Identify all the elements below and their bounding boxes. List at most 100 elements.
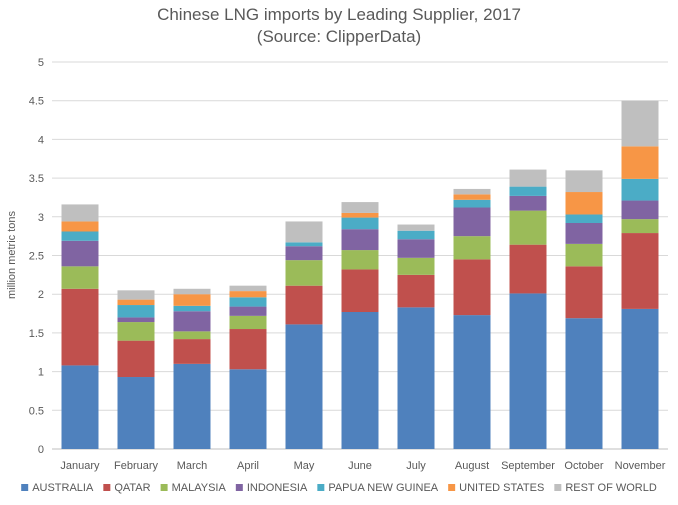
legend-label: QATAR — [114, 482, 150, 494]
bar-segment — [565, 266, 603, 319]
legend-label: AUSTRALIA — [32, 482, 94, 494]
legend-label: INDONESIA — [247, 482, 308, 494]
bar-segment — [621, 100, 659, 147]
bar-segment — [565, 318, 603, 449]
bar-stack — [117, 290, 155, 449]
bar-segment — [285, 285, 323, 325]
bar-segment — [61, 266, 99, 289]
bar-segment — [285, 242, 323, 247]
bar-segment — [453, 236, 491, 260]
bar-segment — [509, 186, 547, 196]
legend-label: UNITED STATES — [459, 482, 544, 494]
y-tick-label: 4.5 — [29, 96, 44, 108]
legend-swatch — [235, 484, 243, 491]
bar-segment — [173, 339, 211, 364]
y-tick-label: 1.5 — [29, 328, 44, 340]
bar-segment — [565, 243, 603, 267]
bar-segment — [509, 169, 547, 187]
bar-segment — [117, 305, 155, 318]
bar-segment — [229, 297, 267, 307]
y-tick-label: 1 — [38, 367, 44, 379]
bar-segment — [397, 230, 435, 240]
bar-segment — [173, 363, 211, 449]
bar-segment — [621, 200, 659, 220]
bar-segment — [453, 315, 491, 449]
legend-swatch — [554, 484, 562, 491]
bar-segment — [397, 274, 435, 308]
y-tick-label: 0.5 — [29, 405, 44, 417]
bar-stack — [509, 169, 547, 449]
bar-stack — [621, 100, 659, 449]
y-tick-label: 4 — [38, 134, 44, 146]
bar-segment — [565, 170, 603, 193]
y-tick-label: 2 — [38, 289, 44, 301]
bar-segment — [61, 240, 99, 267]
bar-segment — [117, 340, 155, 378]
bar-segment — [621, 233, 659, 309]
bar-segment — [117, 290, 155, 300]
bar-segment — [61, 204, 99, 222]
bar-stack — [285, 221, 323, 449]
bar-segment — [341, 250, 379, 270]
x-tick-label: November — [615, 460, 666, 472]
y-axis-title: million metric tons — [6, 210, 18, 299]
bar-segment — [285, 324, 323, 449]
x-axis-ticks: January February March April May June July Augu… — [60, 460, 665, 472]
x-tick-label: June — [348, 460, 372, 472]
bar-segment — [341, 202, 379, 213]
y-tick-label: 5 — [38, 57, 44, 69]
bar-segment — [397, 307, 435, 449]
bar-stack — [397, 224, 435, 449]
bar-stack — [173, 288, 211, 449]
bar-segment — [117, 377, 155, 449]
x-tick-label: January — [60, 460, 100, 472]
bar-stack — [229, 285, 267, 449]
bar-segment — [453, 188, 491, 195]
x-tick-label: May — [294, 460, 315, 472]
legend-label: PAPUA NEW GUINEA — [328, 482, 438, 494]
bar-segment — [397, 224, 435, 231]
bar-segment — [173, 311, 211, 332]
chart-subtitle: (Source: ClipperData) — [257, 27, 421, 46]
legend-item: MALAYSIA — [160, 482, 227, 494]
bar-segment — [173, 305, 211, 312]
bar-segment — [453, 207, 491, 237]
bar-segment — [453, 199, 491, 208]
legend-item: PAPUA NEW GUINEA — [317, 482, 439, 494]
bar-segment — [341, 312, 379, 449]
bar-segment — [621, 146, 659, 179]
bar-segment — [341, 212, 379, 218]
bar-segment — [285, 246, 323, 261]
bar-segment — [173, 331, 211, 340]
bar-segment — [621, 308, 659, 449]
bar-segment — [61, 231, 99, 241]
bar-segment — [117, 322, 155, 341]
legend-swatch — [103, 484, 111, 491]
bar-segment — [397, 239, 435, 258]
bar-segment — [173, 294, 211, 306]
bar-segment — [453, 194, 491, 200]
legend-label: MALAYSIA — [172, 482, 227, 494]
bar-segment — [173, 288, 211, 295]
bar-segment — [285, 260, 323, 286]
legend-swatch — [317, 484, 325, 491]
bar-segment — [341, 217, 379, 230]
bar-stack — [341, 202, 379, 449]
bar-segment — [285, 221, 323, 243]
bar-segment — [341, 269, 379, 313]
legend-item: QATAR — [103, 482, 151, 494]
bar-segment — [341, 229, 379, 251]
bar-segment — [229, 369, 267, 449]
bar-segment — [509, 210, 547, 245]
x-tick-label: February — [114, 460, 159, 472]
legend: AUSTRALIA QATAR MALAYSIA INDONESIA PAPUA NEW… — [21, 482, 657, 494]
bar-segment — [565, 192, 603, 215]
y-tick-label: 3.5 — [29, 173, 44, 185]
bar-segment — [229, 285, 267, 292]
bar-stack — [453, 188, 491, 449]
x-tick-label: July — [406, 460, 426, 472]
bar-stack — [565, 170, 603, 449]
bar-segment — [509, 244, 547, 294]
bar-segment — [621, 219, 659, 234]
